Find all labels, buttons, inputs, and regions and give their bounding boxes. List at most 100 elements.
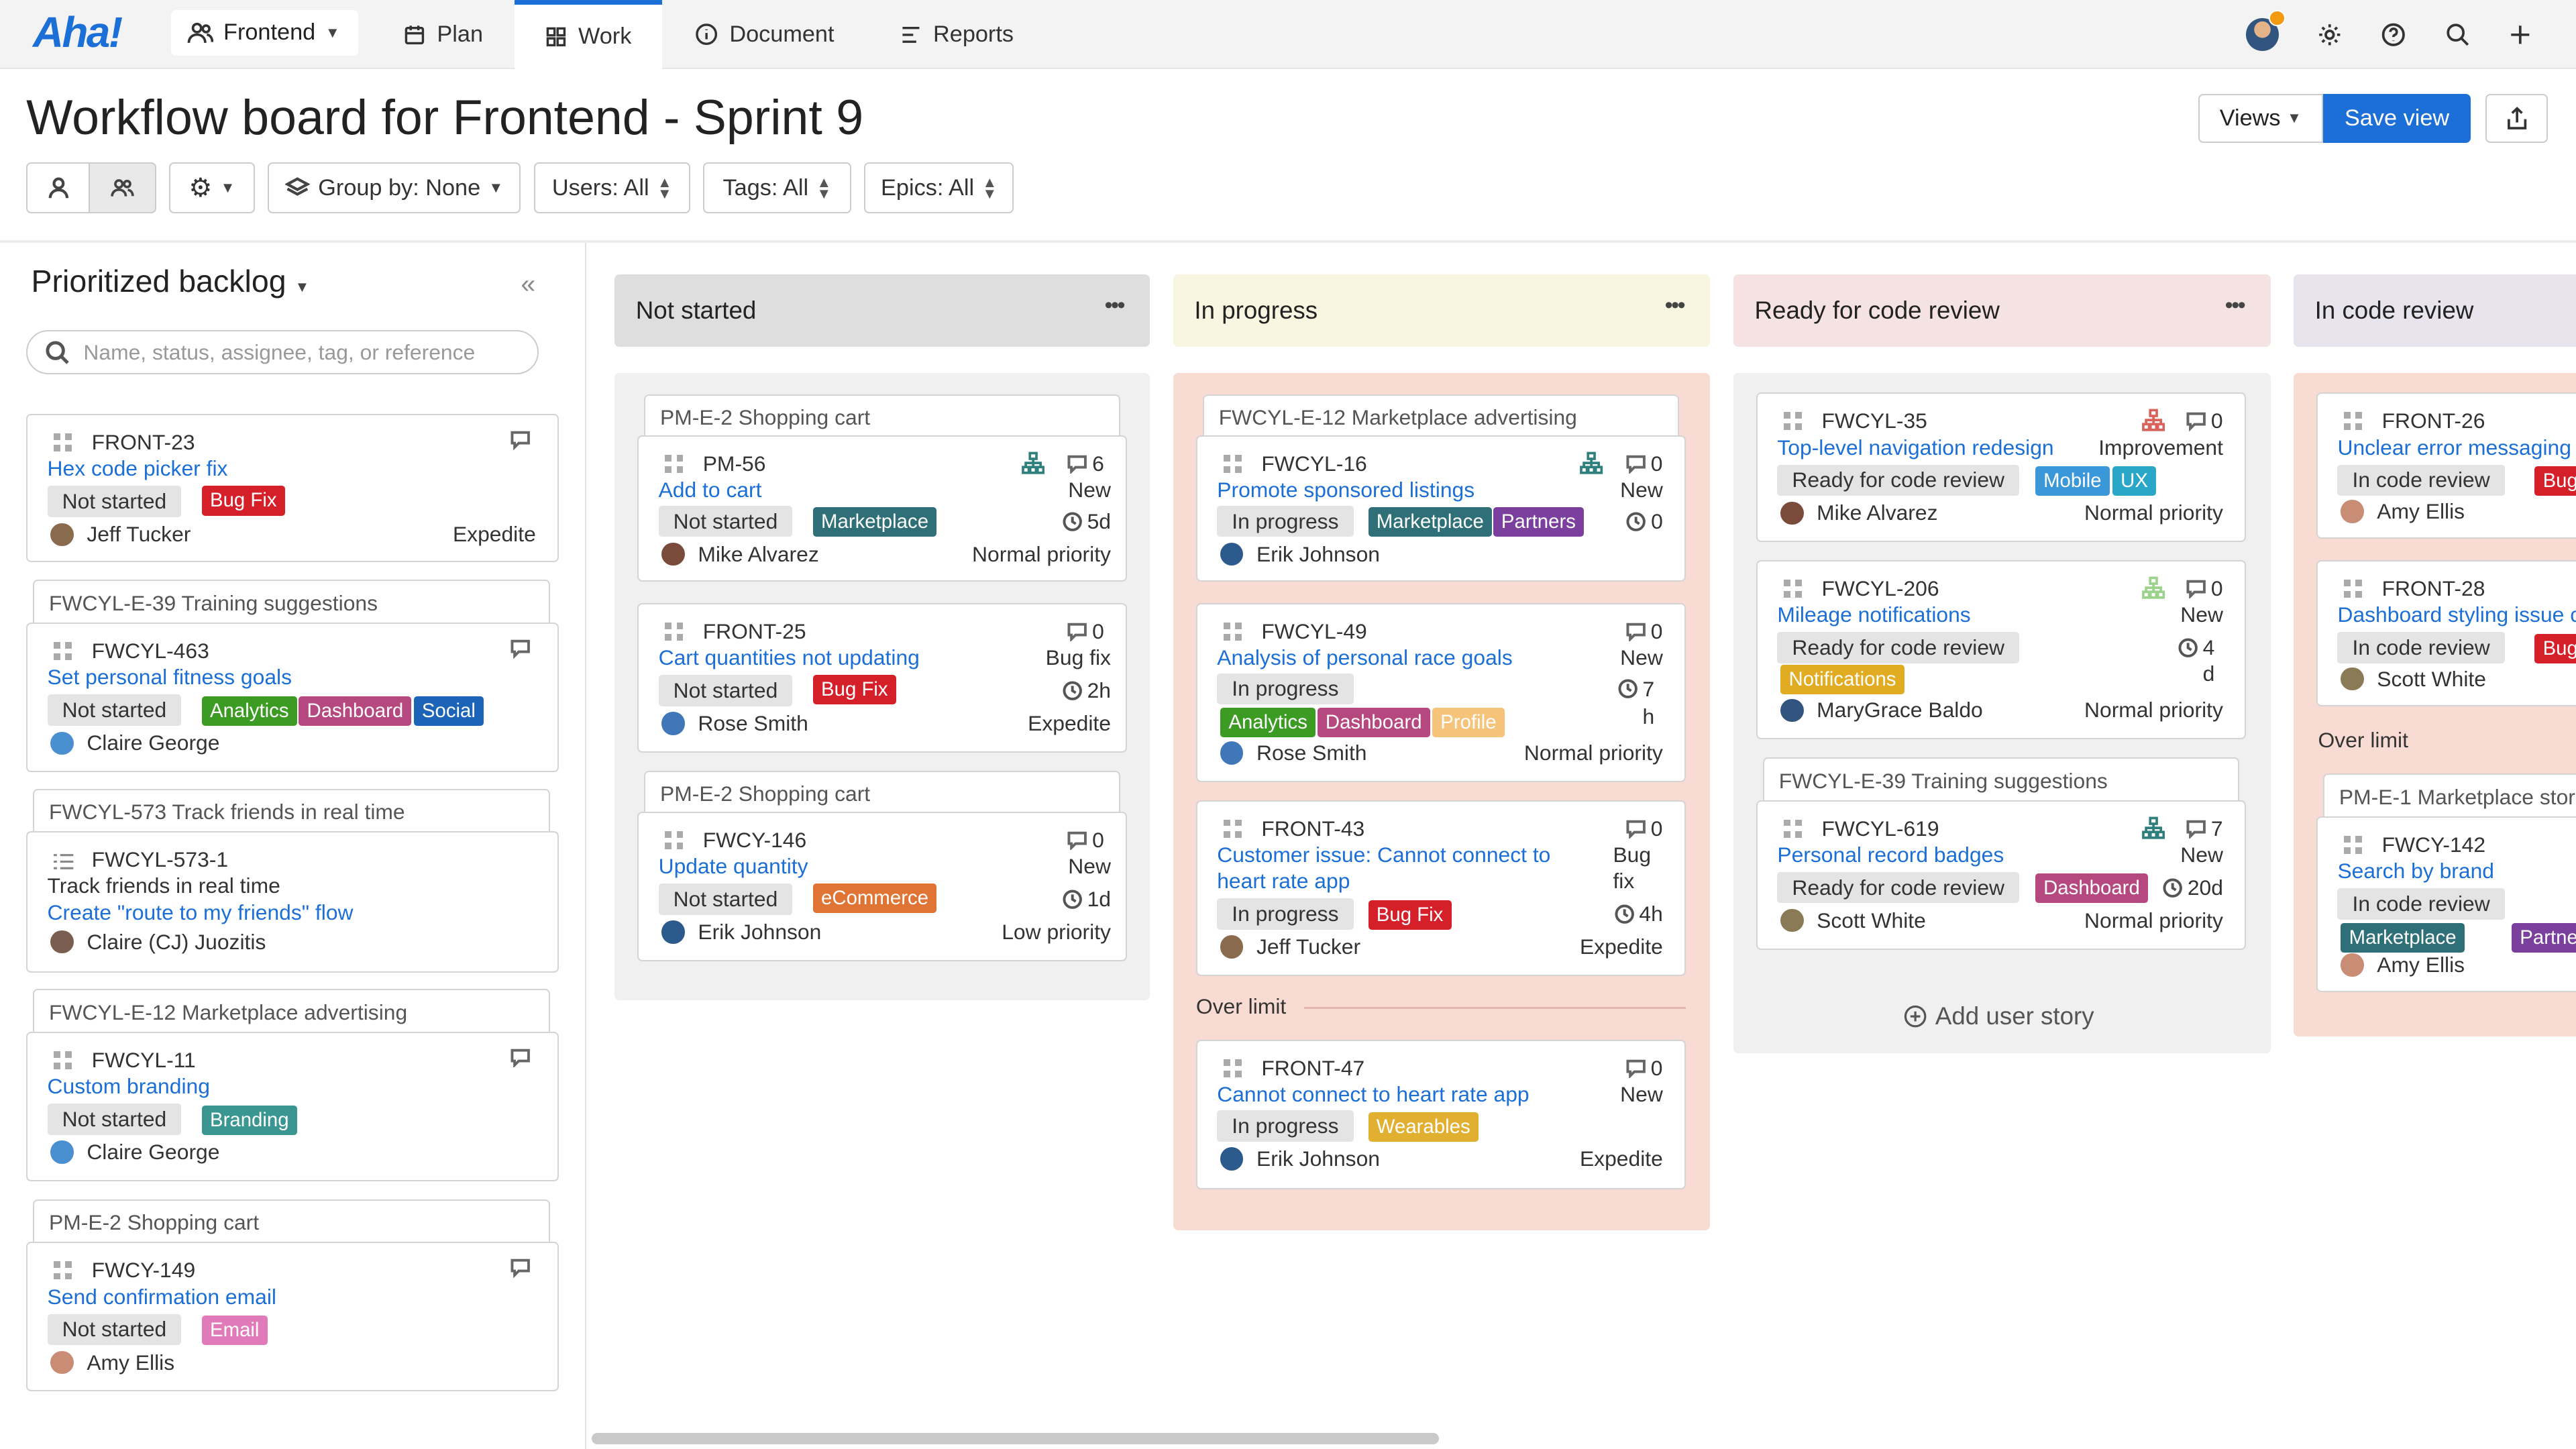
card-name[interactable]: Top-level navigation redesign bbox=[1777, 435, 2054, 460]
story-card[interactable]: FWCY-146 0 Update quantity New Not start… bbox=[637, 811, 1127, 961]
card-name[interactable]: Set personal fitness goals bbox=[47, 665, 292, 690]
epic-header[interactable]: FWCYL-E-39 Training suggestions bbox=[1762, 757, 2239, 800]
assignee[interactable]: Claire (CJ) Juozitis bbox=[50, 930, 266, 955]
nav-plan[interactable]: Plan bbox=[404, 0, 502, 69]
assignee[interactable]: Mike Alvarez bbox=[661, 542, 819, 567]
assignee[interactable]: Claire George bbox=[50, 731, 219, 755]
status-badge[interactable]: Not started bbox=[658, 505, 793, 537]
backlog-card[interactable]: FRONT-23 Hex code picker fix Not started… bbox=[26, 414, 559, 562]
story-card[interactable]: FRONT-26 Unclear error messaging In code… bbox=[2316, 392, 2576, 539]
status-badge[interactable]: In progress bbox=[1217, 1110, 1354, 1142]
assignee[interactable]: Amy Ellis bbox=[50, 1350, 174, 1375]
status-badge[interactable]: In code review bbox=[2337, 888, 2505, 920]
more-options-icon[interactable]: ••• bbox=[2224, 292, 2246, 318]
assignee[interactable]: Rose Smith bbox=[661, 711, 808, 736]
story-card[interactable]: FWCYL-16 0 Promote sponsored listings Ne… bbox=[1195, 435, 1686, 582]
story-card[interactable]: FWCYL-35 0 Top-level navigation redesign… bbox=[1756, 392, 2246, 543]
status-badge[interactable]: Not started bbox=[47, 1104, 182, 1135]
card-name[interactable]: Unclear error messaging bbox=[2337, 435, 2571, 460]
workspace-selector[interactable]: Frontend ▼ bbox=[170, 9, 358, 56]
status-badge[interactable]: Ready for code review bbox=[1777, 871, 2020, 904]
status-badge[interactable]: Not started bbox=[47, 694, 182, 726]
status-badge[interactable]: Not started bbox=[658, 883, 793, 915]
nav-work[interactable]: Work bbox=[514, 0, 662, 69]
card-name[interactable]: Update quantity bbox=[658, 854, 808, 879]
status-badge[interactable]: In code review bbox=[2337, 464, 2505, 496]
aha-logo[interactable]: Aha! bbox=[32, 9, 123, 57]
epic-header[interactable]: FWCYL-E-39 Training suggestions bbox=[32, 580, 551, 623]
more-options-icon[interactable]: ••• bbox=[1104, 292, 1125, 318]
assignee[interactable]: Scott White bbox=[1780, 908, 1926, 933]
assignee[interactable]: Rose Smith bbox=[1220, 741, 1367, 765]
collapse-icon[interactable]: « bbox=[521, 269, 536, 299]
backlog-card[interactable]: FWCY-149 Send confirmation email Not sta… bbox=[26, 1242, 559, 1392]
assignee[interactable]: Erik Johnson bbox=[1220, 1146, 1380, 1171]
epics-filter[interactable]: Epics: All ▲ ▼ bbox=[864, 162, 1014, 214]
assignee[interactable]: Scott White bbox=[2341, 667, 2486, 692]
backlog-search-input[interactable] bbox=[83, 339, 511, 365]
users-filter[interactable]: Users: All ▲ ▼ bbox=[533, 162, 690, 214]
card-name[interactable]: Customer issue: Cannot connect to bbox=[1217, 842, 1551, 867]
plus-icon[interactable] bbox=[2504, 18, 2536, 51]
assignee[interactable]: Mike Alvarez bbox=[1780, 500, 1938, 525]
share-button[interactable] bbox=[2485, 93, 2548, 144]
card-name[interactable]: Create "route to my friends" flow bbox=[47, 900, 354, 924]
epic-header[interactable]: FWCYL-573 Track friends in real time bbox=[32, 788, 551, 832]
save-view-button[interactable]: Save view bbox=[2322, 93, 2471, 144]
card-name[interactable]: Cannot connect to heart rate app bbox=[1217, 1082, 1529, 1107]
card-name[interactable]: Search by brand bbox=[2337, 859, 2495, 883]
status-badge[interactable]: Not started bbox=[658, 675, 793, 706]
status-badge[interactable]: Not started bbox=[47, 1313, 182, 1346]
card-name[interactable]: Promote sponsored listings bbox=[1217, 478, 1475, 502]
assignee[interactable]: Erik Johnson bbox=[661, 920, 821, 945]
all-items-toggle[interactable] bbox=[89, 162, 156, 214]
user-avatar[interactable] bbox=[2245, 9, 2286, 51]
assignee[interactable]: Erik Johnson bbox=[1220, 542, 1380, 567]
card-name[interactable]: Hex code picker fix bbox=[47, 456, 228, 481]
gear-icon[interactable] bbox=[2313, 18, 2346, 51]
column-header-in-progress[interactable]: In progress ••• bbox=[1173, 274, 1711, 347]
status-badge[interactable]: Ready for code review bbox=[1777, 464, 2020, 496]
story-card[interactable]: FRONT-43 0 Customer issue: Cannot connec… bbox=[1195, 800, 1686, 976]
views-dropdown[interactable]: Views ▼ bbox=[2198, 93, 2323, 144]
epic-header[interactable]: FWCYL-E-12 Marketplace advertising bbox=[32, 989, 551, 1032]
search-icon[interactable] bbox=[2441, 18, 2474, 51]
status-badge[interactable]: In progress bbox=[1217, 898, 1354, 930]
backlog-card[interactable]: FWCYL-573-1 Track friends in real time C… bbox=[26, 831, 559, 973]
backlog-card[interactable]: FWCYL-463 Set personal fitness goals Not… bbox=[26, 623, 559, 772]
backlog-search[interactable] bbox=[26, 330, 539, 375]
assignee[interactable]: Claire George bbox=[50, 1140, 219, 1165]
column-header-not-started[interactable]: Not started ••• bbox=[614, 274, 1150, 347]
column-header-ready-for-code-review[interactable]: Ready for code review ••• bbox=[1733, 274, 2271, 347]
card-name[interactable]: Cart quantities not updating bbox=[658, 645, 920, 669]
more-options-icon[interactable]: ••• bbox=[1664, 292, 1686, 318]
card-name[interactable]: Mileage notifications bbox=[1777, 602, 1971, 627]
my-items-toggle[interactable] bbox=[26, 162, 91, 214]
status-badge[interactable]: In code review bbox=[2337, 632, 2505, 663]
backlog-title-dropdown[interactable]: Prioritized backlog ▼ bbox=[32, 263, 310, 299]
story-card[interactable]: PM-56 6 Add to cart New Not started Mark… bbox=[637, 435, 1127, 582]
assignee[interactable]: Amy Ellis bbox=[2341, 953, 2465, 977]
add-user-story-button[interactable]: Add user story bbox=[1904, 1002, 2094, 1030]
card-name[interactable]: Add to cart bbox=[658, 478, 762, 502]
epic-header[interactable]: PM-E-1 Marketplace stor bbox=[2322, 773, 2576, 817]
epic-header[interactable]: PM-E-2 Shopping cart bbox=[644, 770, 1121, 814]
epic-header[interactable]: FWCYL-E-12 Marketplace advertising bbox=[1202, 394, 1679, 437]
assignee[interactable]: Amy Ellis bbox=[2341, 499, 2465, 524]
card-name[interactable]: Analysis of personal race goals bbox=[1217, 645, 1513, 669]
card-name[interactable]: Send confirmation email bbox=[47, 1284, 276, 1309]
card-name[interactable]: Custom branding bbox=[47, 1074, 210, 1099]
story-card[interactable]: FRONT-28 Dashboard styling issue c In co… bbox=[2316, 560, 2576, 707]
status-badge[interactable]: Not started bbox=[47, 486, 182, 517]
status-badge[interactable]: Ready for code review bbox=[1777, 632, 2020, 663]
story-card[interactable]: FWCYL-619 7 Personal record badges New R… bbox=[1756, 800, 2246, 950]
story-card[interactable]: FRONT-25 0 Cart quantities not updating … bbox=[637, 602, 1127, 753]
card-name[interactable]: Dashboard styling issue c bbox=[2337, 602, 2576, 627]
horizontal-scrollbar[interactable] bbox=[591, 1432, 1440, 1444]
group-by-dropdown[interactable]: Group by: None ▼ bbox=[268, 162, 521, 214]
column-header-in-code-review[interactable]: In code review bbox=[2293, 274, 2576, 347]
settings-dropdown[interactable]: ⚙ ▼ bbox=[169, 162, 255, 214]
status-badge[interactable]: In progress bbox=[1217, 505, 1354, 537]
card-name[interactable]: Personal record badges bbox=[1777, 842, 2004, 867]
help-icon[interactable] bbox=[2377, 18, 2410, 51]
